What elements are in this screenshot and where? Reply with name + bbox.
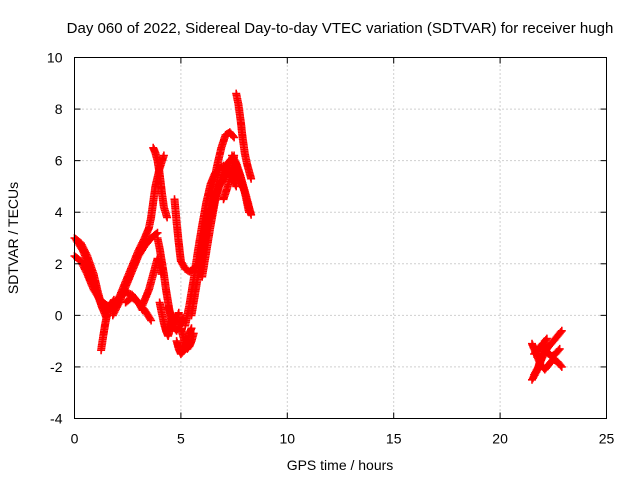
data-point (152, 229, 161, 238)
data-point (554, 346, 563, 355)
data-point (229, 132, 237, 141)
x-tick-label: 15 (386, 431, 402, 447)
data-point (187, 324, 196, 333)
x-tick-label: 10 (280, 431, 296, 447)
data-point (189, 329, 198, 338)
data-point (98, 303, 107, 312)
x-tick-label: 25 (599, 431, 615, 447)
tick-labels: 0 5 10 15 20 25 -4 -2 0 2 4 6 8 10 (47, 50, 615, 447)
data-point (159, 151, 168, 160)
data-point (247, 174, 256, 183)
data-point (230, 133, 239, 142)
data-point (556, 361, 565, 370)
data-point (247, 210, 256, 219)
y-axis-title: SDTVAR / TECUs (5, 182, 21, 294)
data-point (557, 326, 566, 335)
y-tick-label: 6 (55, 153, 63, 169)
data-point (147, 316, 156, 325)
data-point (174, 308, 183, 317)
data-point (163, 213, 172, 222)
x-tick-label: 20 (492, 431, 508, 447)
data-point (542, 334, 551, 343)
data-point (541, 335, 550, 344)
y-tick-label: 2 (55, 256, 63, 272)
x-tick-label: 0 (71, 431, 79, 447)
data-point (557, 362, 566, 371)
y-tick-label: 10 (47, 50, 63, 66)
axis-ticks (74, 57, 607, 419)
y-tick-label: 0 (55, 307, 63, 323)
y-tick-label: -2 (50, 359, 63, 375)
y-tick-label: -4 (50, 411, 63, 427)
data-point (555, 344, 564, 353)
data-point (556, 328, 565, 337)
y-tick-label: 4 (55, 204, 63, 220)
plot-area-frame (74, 57, 607, 419)
y-tick-label: 8 (55, 101, 63, 117)
x-tick-label: 5 (177, 431, 185, 447)
x-axis-title: GPS time / hours (287, 457, 394, 473)
data-point (230, 151, 239, 160)
data-points (70, 89, 566, 384)
chart-title: Day 060 of 2022, Sidereal Day-to-day VTE… (67, 20, 614, 37)
